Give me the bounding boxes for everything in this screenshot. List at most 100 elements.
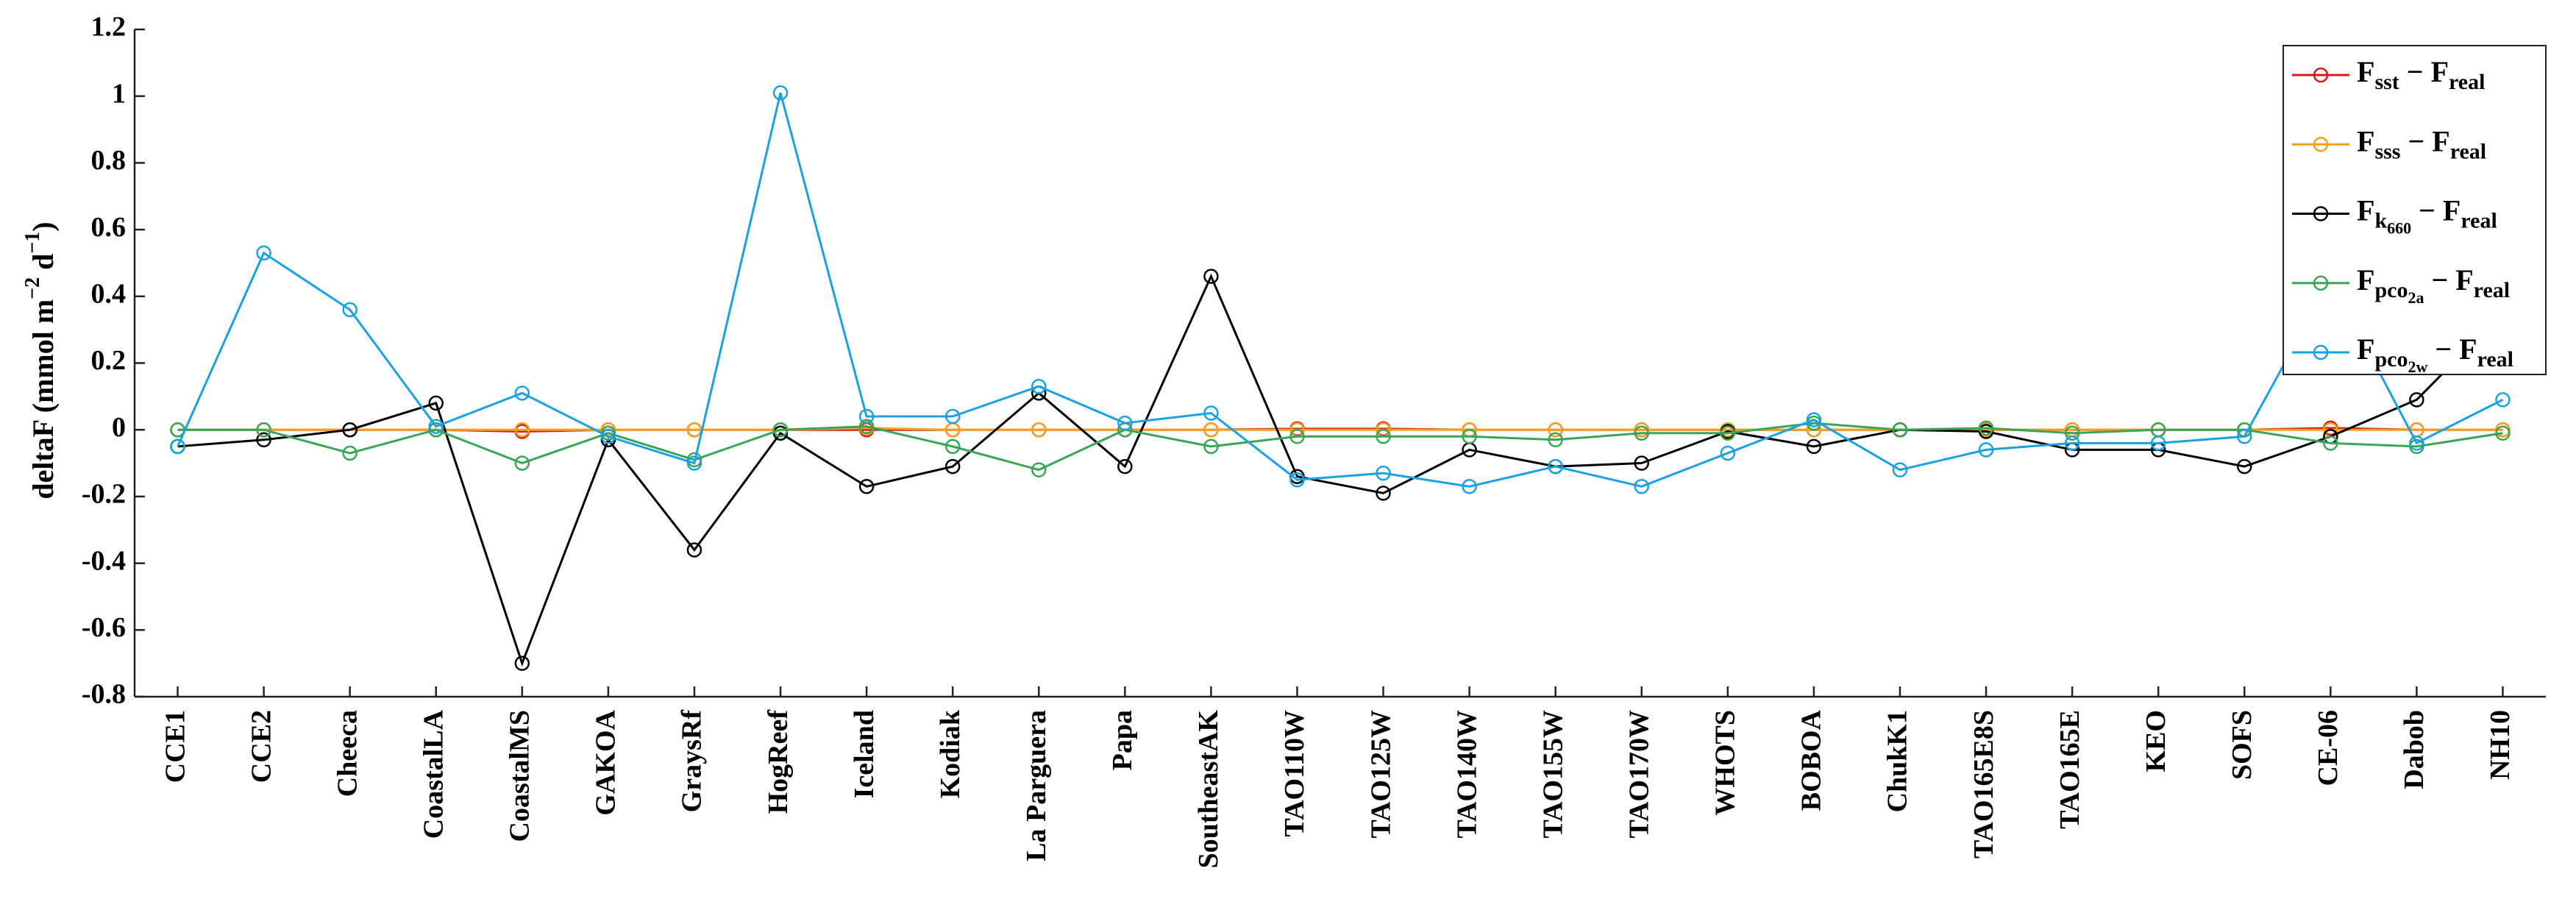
subscript: pco (2374, 347, 2408, 372)
data-point (256, 432, 271, 448)
legend-label: Fk660 − Freal (2357, 194, 2497, 238)
x-tick-label: BOBOA (1796, 709, 1827, 811)
series-line (177, 273, 2504, 667)
data-point (1892, 462, 1908, 477)
label-part: F (2357, 263, 2374, 296)
label-part: − F (2427, 333, 2477, 366)
data-point (686, 455, 702, 471)
data-point (1806, 438, 1822, 455)
y-tick-label: 0.4 (91, 279, 127, 310)
data-point (2064, 425, 2080, 441)
series-line (177, 422, 2503, 472)
label-part: ) (26, 221, 60, 231)
data-point (600, 429, 616, 444)
data-point (1376, 486, 1391, 501)
data-point (1548, 458, 1563, 475)
y-tick-label: 1.2 (91, 12, 127, 43)
subscript: real (2474, 278, 2510, 302)
subscript: real (2450, 139, 2486, 163)
subscript: real (2477, 347, 2513, 372)
legend-label: Fsss − Freal (2357, 124, 2486, 163)
data-point (1978, 420, 1994, 436)
x-tick-label: CoastalMS (505, 710, 536, 842)
label-part: F (2357, 333, 2374, 366)
data-point (858, 408, 875, 424)
legend-label: Fpco2a − Freal (2357, 263, 2510, 307)
legend-marker (2313, 275, 2329, 291)
data-point (2495, 392, 2511, 408)
subscript: real (2461, 208, 2497, 232)
legend-marker (2313, 137, 2329, 152)
x-tick-label: Iceland (849, 710, 880, 798)
x-tick-label: KEO (2141, 710, 2171, 772)
x-tick-label: ChukK1 (1882, 710, 1913, 812)
data-point (1376, 465, 1391, 481)
x-tick-label: SoutheastAK (1193, 710, 1224, 869)
data-point (1978, 442, 1994, 458)
data-point (1289, 472, 1305, 488)
data-point (514, 422, 530, 438)
label-part: − F (2399, 55, 2449, 88)
label-part: − F (2424, 263, 2473, 296)
label-part: F (2357, 124, 2374, 157)
data-point (342, 302, 357, 318)
legend-marker (2313, 67, 2329, 83)
data-point (1634, 425, 1649, 441)
x-tick-label: La Parguera (1021, 710, 1052, 861)
legend-marker (2313, 206, 2329, 221)
data-point (1720, 445, 1736, 461)
x-tick-label: Papa (1107, 710, 1138, 770)
data-point (686, 422, 702, 438)
data-point (342, 422, 357, 438)
x-tick-label: SOFS (2227, 710, 2257, 780)
label-part: F (2357, 55, 2374, 88)
x-tick-label: TAO140W (1451, 710, 1482, 839)
y-tick-label: -0.2 (82, 479, 126, 510)
data-point (1203, 422, 1219, 438)
series-line (177, 92, 2504, 488)
superscript: −1 (21, 232, 44, 254)
data-point (1203, 269, 1219, 284)
data-point (1634, 455, 1649, 471)
x-tick-label: TAO165E8S (1968, 710, 1999, 859)
data-point (858, 479, 875, 494)
x-tick-label: CCE1 (160, 710, 191, 783)
series-line (177, 427, 2503, 431)
label-part: F (2357, 194, 2374, 227)
data-point (2237, 429, 2252, 444)
y-tick-label: -0.4 (82, 545, 126, 576)
subscript: sst (2374, 70, 2399, 94)
y-axis-label: deltaF (mmol m−2 d−1) (21, 221, 60, 499)
data-point (1117, 415, 1133, 431)
legend-label: Fpco2w − Freal (2357, 333, 2513, 376)
subscript: pco (2374, 278, 2408, 302)
data-point (1031, 422, 1047, 438)
y-tick-label: 0.8 (91, 145, 127, 176)
data-point (1720, 425, 1736, 441)
data-point (514, 455, 530, 471)
data-point (514, 385, 530, 401)
data-point (1548, 432, 1563, 448)
data-point (1289, 429, 1305, 444)
x-tick-label: CoastalLA (418, 709, 449, 839)
x-tick-label: Dabob (2399, 710, 2430, 789)
data-point (2150, 436, 2166, 451)
y-tick-label: -0.8 (82, 679, 126, 710)
x-tick-label: NH10 (2485, 710, 2516, 780)
subscript: real (2449, 70, 2485, 94)
data-point (2495, 425, 2511, 441)
data-point (2409, 436, 2424, 451)
data-point (2064, 436, 2080, 451)
x-tick-label: GAKOA (591, 709, 622, 815)
x-tick-label: WHOTS (1710, 710, 1741, 816)
subsubscript: 2w (2408, 358, 2427, 376)
data-point (1806, 412, 1822, 427)
x-tick-label: HogReef (763, 709, 794, 814)
data-point (2323, 436, 2338, 451)
legend-marker (2313, 344, 2329, 360)
subsubscript: 660 (2387, 219, 2411, 238)
subscript: sss (2374, 139, 2400, 163)
y-tick-label: 0.2 (91, 345, 127, 376)
data-point (944, 408, 961, 424)
